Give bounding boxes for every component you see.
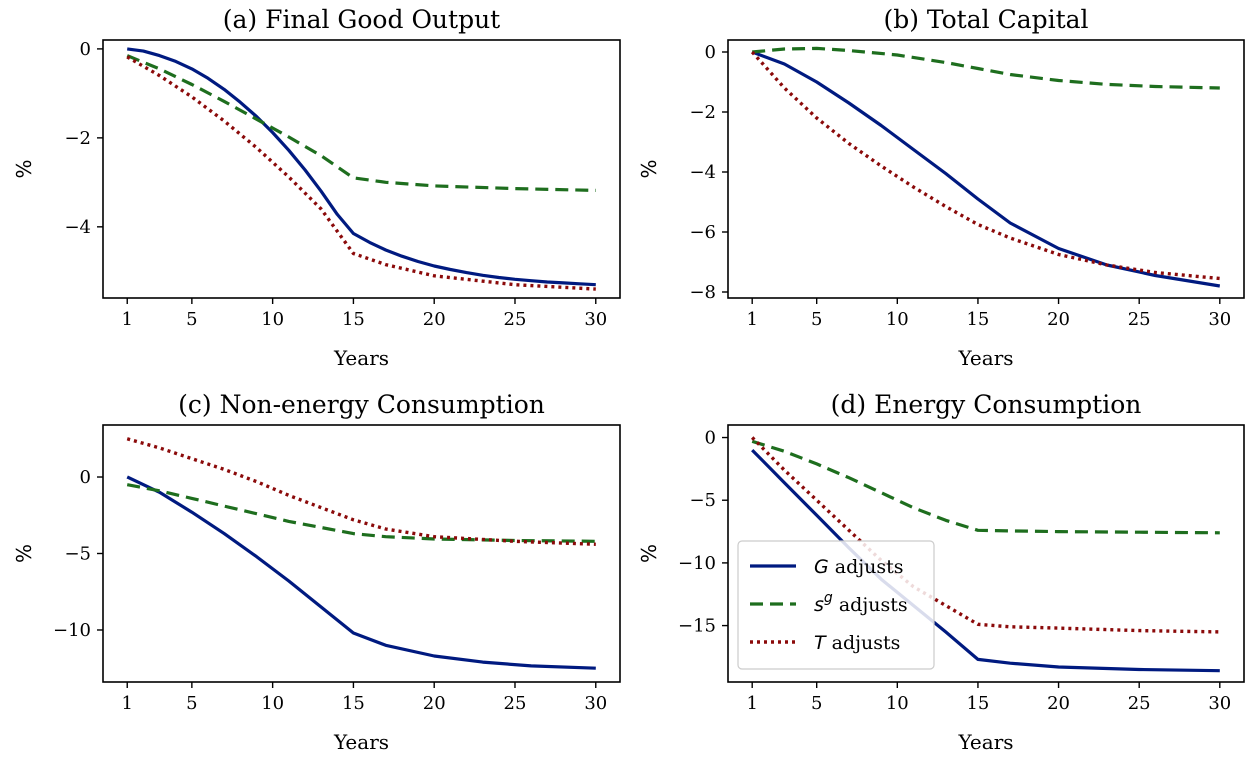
y-tick-label: −8 — [689, 282, 716, 303]
panel-title: (b) Total Capital — [883, 5, 1088, 34]
y-tick-label: −10 — [53, 620, 91, 641]
y-tick-label: −15 — [678, 616, 716, 637]
legend-box — [737, 540, 935, 670]
x-tick-label: 30 — [1208, 693, 1231, 714]
legend-symbol: T — [814, 632, 827, 654]
y-axis-label: % — [12, 544, 36, 563]
legend-label: adjusts — [829, 556, 904, 578]
plot-frame — [727, 424, 1245, 683]
x-axis-label: Years — [333, 730, 389, 754]
y-tick-label: −6 — [689, 222, 716, 243]
x-tick-label: 1 — [122, 309, 133, 330]
legend-entry-G: G adjusts — [814, 556, 904, 578]
plot-frame — [102, 424, 621, 683]
x-axis-label: Years — [957, 346, 1013, 370]
x-tick-label: 20 — [1047, 693, 1070, 714]
series-line-T — [126, 437, 596, 546]
y-tick-label: 0 — [80, 467, 91, 488]
y-tick-label: −2 — [689, 102, 716, 123]
x-tick-label: 15 — [342, 309, 365, 330]
y-tick-label: 0 — [80, 39, 91, 60]
legend-label: adjusts — [826, 632, 901, 654]
series-line-sg — [751, 439, 1220, 535]
x-tick-label: 5 — [811, 693, 822, 714]
panel-title: (d) Energy Consumption — [831, 390, 1142, 419]
x-tick-label: 25 — [1128, 693, 1151, 714]
legend-entry-sg: sg adjusts — [814, 590, 908, 616]
x-tick-label: 20 — [423, 693, 446, 714]
y-axis-label: % — [637, 159, 661, 178]
x-tick-label: 1 — [746, 309, 757, 330]
series-line-T — [126, 55, 596, 291]
series-line-sg — [752, 46, 1220, 90]
x-tick-label: 25 — [1128, 309, 1151, 330]
legend-label: adjusts — [833, 594, 908, 616]
plot-frame — [727, 39, 1245, 299]
series-line-sg — [126, 483, 596, 543]
legend-symbol: G — [814, 556, 829, 578]
y-tick-label: 0 — [705, 428, 716, 449]
x-tick-label: 1 — [746, 693, 757, 714]
x-tick-label: 30 — [584, 693, 607, 714]
panel-title: (c) Non-energy Consumption — [178, 390, 545, 419]
x-tick-label: 5 — [811, 309, 822, 330]
x-tick-label: 15 — [342, 693, 365, 714]
x-axis-label: Years — [333, 346, 389, 370]
y-tick-label: 0 — [705, 42, 716, 63]
x-tick-label: 10 — [261, 309, 284, 330]
x-tick-label: 25 — [504, 693, 527, 714]
x-tick-label: 20 — [423, 309, 446, 330]
x-tick-label: 10 — [886, 309, 909, 330]
y-tick-label: −4 — [689, 162, 716, 183]
x-tick-label: 30 — [584, 309, 607, 330]
series-line-sg — [126, 54, 596, 192]
y-tick-label: −4 — [64, 217, 91, 238]
x-tick-label: 1 — [122, 693, 133, 714]
x-tick-label: 5 — [186, 309, 197, 330]
x-tick-label: 15 — [966, 309, 989, 330]
series-line-G — [126, 475, 596, 670]
series-line-G — [126, 47, 596, 287]
panel-title: (a) Final Good Output — [223, 5, 500, 34]
legend-entry-T: T adjusts — [814, 632, 900, 654]
x-tick-label: 20 — [1047, 309, 1070, 330]
y-tick-label: −2 — [64, 128, 91, 149]
series-line-T — [750, 50, 1220, 281]
plot-frame — [102, 39, 621, 299]
x-tick-label: 30 — [1208, 309, 1231, 330]
x-tick-label: 15 — [966, 693, 989, 714]
y-axis-label: % — [637, 544, 661, 563]
y-tick-label: −5 — [689, 490, 716, 511]
x-tick-label: 25 — [504, 309, 527, 330]
x-axis-label: Years — [957, 730, 1013, 754]
x-tick-label: 10 — [886, 693, 909, 714]
legend-superscript: g — [824, 590, 833, 606]
y-tick-label: −10 — [678, 553, 716, 574]
y-tick-label: −5 — [64, 544, 91, 565]
y-axis-label: % — [12, 159, 36, 178]
legend-symbol: s — [814, 594, 824, 616]
x-tick-label: 10 — [261, 693, 284, 714]
x-tick-label: 5 — [186, 693, 197, 714]
